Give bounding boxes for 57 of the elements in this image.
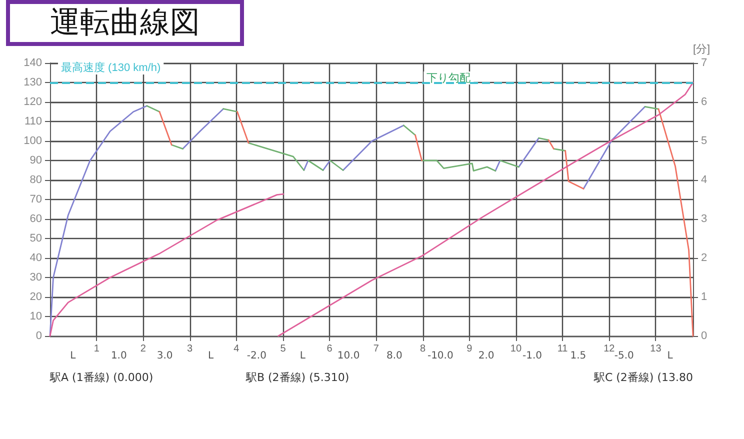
y-tick-label: 0 — [36, 330, 42, 342]
x-tick-label: 11 — [557, 344, 568, 354]
text: 駅A (1番線) (0.000) — [49, 371, 154, 384]
y-tick-label: 60 — [30, 213, 42, 225]
x-tick-label: 9 — [466, 344, 473, 354]
x-tick-label: 3 — [187, 344, 193, 354]
x-tick-label: 7 — [373, 344, 380, 354]
y-tick-label: 20 — [30, 291, 42, 303]
text: 駅C (2番線) (13.80 — [592, 371, 693, 384]
y-tick-label: 120 — [24, 96, 42, 108]
x-tick-label: 13 — [650, 344, 662, 354]
x-tick-label: 6 — [326, 344, 333, 354]
y2-tick-label: 3 — [701, 213, 708, 225]
text: -5.0 — [614, 350, 634, 362]
y2-tick-label: 7 — [701, 57, 708, 69]
y-tick-label: 30 — [30, 272, 42, 284]
y-tick-label: 100 — [24, 135, 42, 147]
y2-tick-label: 6 — [701, 96, 708, 108]
y2-tick-label: 2 — [701, 252, 708, 264]
text: 駅B (2番線) (5.310) — [244, 371, 350, 384]
y-tick-label: 80 — [30, 174, 42, 186]
chart-title: 運転曲線図 — [6, 0, 244, 46]
text: -1.0 — [522, 350, 542, 362]
x-tick-label: 12 — [604, 344, 616, 354]
text: -10.0 — [427, 350, 454, 362]
y-tick-label: 90 — [30, 154, 42, 166]
y-tick-label: 70 — [30, 194, 42, 206]
text: L — [70, 350, 76, 362]
y-tick-label: 10 — [30, 310, 42, 322]
y2-tick-label: 0 — [701, 330, 708, 342]
y-tick-label: 110 — [24, 116, 42, 128]
text: 10.0 — [337, 350, 360, 362]
x-tick-label: 8 — [420, 344, 426, 354]
y2-tick-label: 1 — [701, 291, 708, 303]
annotation: 下り勾配 — [426, 72, 471, 84]
x-tick-label: 5 — [280, 344, 286, 354]
x-tick-label: 4 — [234, 344, 240, 354]
text: L — [208, 350, 214, 362]
text: 3.0 — [156, 350, 173, 362]
text: 8.0 — [386, 350, 402, 362]
text: 1.5 — [570, 350, 586, 362]
text: 1.0 — [110, 350, 127, 362]
y-tick-label: 140 — [24, 57, 42, 69]
text: L — [300, 350, 306, 362]
x-tick-label: 2 — [140, 344, 146, 354]
ref-line-label: 最高速度 (130 km/h) — [61, 61, 161, 74]
y2-tick-label: 5 — [701, 135, 708, 147]
text: L — [667, 350, 674, 362]
y-tick-label: 130 — [24, 76, 42, 88]
y-tick-label: 50 — [30, 232, 42, 244]
x-tick-label: 1 — [94, 344, 100, 354]
y2-tick-label: 4 — [701, 174, 708, 186]
x-tick-label: 10 — [510, 344, 522, 354]
text: 2.0 — [478, 350, 494, 362]
y-tick-label: 40 — [30, 252, 42, 264]
text: -2.0 — [246, 350, 266, 362]
y2-axis-title: [分] — [693, 44, 710, 56]
